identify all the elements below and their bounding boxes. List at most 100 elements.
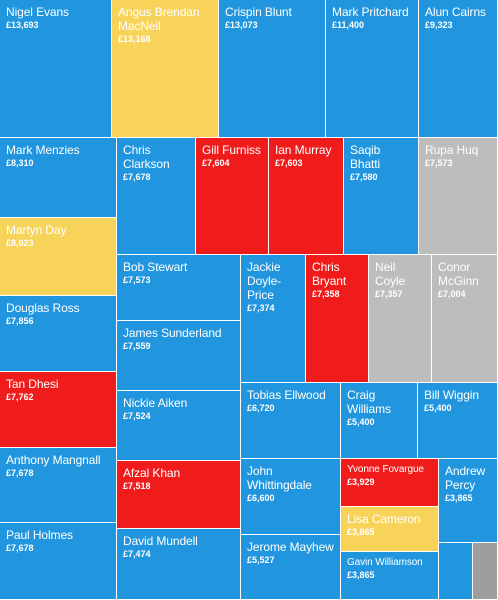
tile-name: Afzal Khan <box>123 466 181 480</box>
tile-value: £7,573 <box>425 158 453 168</box>
tile-name: Nickie Aiken <box>123 396 188 410</box>
tile-name: Mark Menzies <box>6 143 80 157</box>
tile-name: Chris Clarkson <box>123 143 170 171</box>
tile-james-sunderland: James Sunderland £7,559 <box>117 321 241 391</box>
tile-name: Craig Williams <box>347 388 391 416</box>
tile-name: Anthony Mangnall <box>6 453 101 467</box>
tile-name: Andrew Percy <box>445 464 486 492</box>
tile-conor-mcginn: Conor McGinn £7,004 <box>432 255 498 383</box>
tile-value: £9,323 <box>425 20 453 30</box>
tile-name: Ian Murray <box>275 143 332 157</box>
tile-paul-holmes: Paul Holmes £7,678 <box>0 523 117 600</box>
tile-value: £7,678 <box>123 172 151 182</box>
tile-jerome-mayhew: Jerome Mayhew £5,527 <box>241 535 341 600</box>
tile-value: £7,559 <box>123 341 151 351</box>
tile-name: Mark Pritchard <box>332 5 409 19</box>
tile-name: Martyn Day <box>6 223 67 237</box>
tile-value: £7,856 <box>6 316 34 326</box>
tile-name: David Mundell <box>123 534 198 548</box>
tile-afzal-khan: Afzal Khan £7,518 <box>117 461 241 529</box>
tile-name: Chris Bryant <box>312 260 347 288</box>
tile-crispin-blunt: Crispin Blunt £13,073 <box>219 0 326 138</box>
tile-david-mundell: David Mundell £7,474 <box>117 529 241 600</box>
tile-value: £13,168 <box>118 34 151 44</box>
tile-name: John Whittingdale <box>247 464 312 492</box>
tile-name: Alun Cairns <box>425 5 486 19</box>
tile-value: £13,693 <box>6 20 39 30</box>
tile-value: £5,400 <box>347 417 375 427</box>
tile-name: Paul Holmes <box>6 528 73 542</box>
tile-name: Jackie Doyle-Price <box>247 260 282 302</box>
tile-douglas-ross: Douglas Ross £7,856 <box>0 296 117 372</box>
tile-craig-williams: Craig Williams £5,400 <box>341 383 418 459</box>
tile-yvonne-fovargue: Yvonne Fovargue £3,929 <box>341 459 439 507</box>
tile-value: £7,374 <box>247 303 275 313</box>
tile-name: Yvonne Fovargue <box>347 464 424 475</box>
tile-name: Conor McGinn <box>438 260 479 288</box>
tile-value: £7,580 <box>350 172 378 182</box>
tile-andrew-percy: Andrew Percy £3,865 <box>439 459 498 543</box>
tile-value: £7,474 <box>123 549 151 559</box>
tile-bill-wiggin: Bill Wiggin £5,400 <box>418 383 498 459</box>
tile-anthony-mangnall: Anthony Mangnall £7,678 <box>0 448 117 523</box>
tile-value: £11,400 <box>332 20 365 30</box>
tile-name: Neil Coyle <box>375 260 406 288</box>
tile-name: Nigel Evans <box>6 5 69 19</box>
tile-tan-dhesi: Tan Dhesi £7,762 <box>0 372 117 448</box>
tile-ian-murray: Ian Murray £7,603 <box>269 138 344 255</box>
tile-value: £3,865 <box>347 527 375 537</box>
tile-value: £7,358 <box>312 289 340 299</box>
tile-value: £3,865 <box>347 570 375 580</box>
tile-value: £7,678 <box>6 468 34 478</box>
tile-value: £7,573 <box>123 275 151 285</box>
tile-unlabeled <box>439 543 473 600</box>
tile-name: Angus Brendan MacNeil <box>118 5 200 33</box>
tile-name: Tan Dhesi <box>6 377 59 391</box>
tile-name: Gill Furniss <box>202 143 261 157</box>
tile-name: James Sunderland <box>123 326 222 340</box>
tile-value: £7,604 <box>202 158 230 168</box>
tile-name: Douglas Ross <box>6 301 80 315</box>
tile-name: Saqib Bhatti <box>350 143 381 171</box>
tile-value: £7,004 <box>438 289 466 299</box>
tile-unlabeled <box>473 543 498 600</box>
tile-neil-coyle: Neil Coyle £7,357 <box>369 255 432 383</box>
tile-martyn-day: Martyn Day £8,023 <box>0 218 117 296</box>
tile-name: Jerome Mayhew <box>247 540 334 554</box>
tile-tobias-ellwood: Tobias Ellwood £6,720 <box>241 383 341 459</box>
tile-value: £3,865 <box>445 493 473 503</box>
tile-rupa-huq: Rupa Huq £7,573 <box>419 138 498 255</box>
tile-name: Bob Stewart <box>123 260 188 274</box>
tile-chris-bryant: Chris Bryant £7,358 <box>306 255 369 383</box>
tile-name: Lisa Cameron <box>347 512 421 526</box>
tile-name: Bill Wiggin <box>424 388 479 402</box>
tile-value: £7,518 <box>123 481 151 491</box>
tile-value: £7,762 <box>6 392 34 402</box>
tile-mark-pritchard: Mark Pritchard £11,400 <box>326 0 419 138</box>
tile-bob-stewart: Bob Stewart £7,573 <box>117 255 241 321</box>
tile-mark-menzies: Mark Menzies £8,310 <box>0 138 117 218</box>
tile-value: £3,929 <box>347 477 375 487</box>
tile-value: £7,603 <box>275 158 303 168</box>
tile-value: £8,023 <box>6 238 34 248</box>
tile-john-whittingdale: John Whittingdale £6,600 <box>241 459 341 535</box>
tile-name: Gavin Williamson <box>347 557 423 568</box>
tile-value: £6,600 <box>247 493 275 503</box>
tile-lisa-cameron: Lisa Cameron £3,865 <box>341 507 439 552</box>
tile-angus-brendan-macneil: Angus Brendan MacNeil £13,168 <box>112 0 219 138</box>
tile-name: Crispin Blunt <box>225 5 292 19</box>
tile-value: £7,524 <box>123 411 151 421</box>
tile-value: £7,678 <box>6 543 34 553</box>
tile-alun-cairns: Alun Cairns £9,323 <box>419 0 498 138</box>
tile-gill-furniss: Gill Furniss £7,604 <box>196 138 269 255</box>
tile-value: £13,073 <box>225 20 258 30</box>
tile-gavin-williamson: Gavin Williamson £3,865 <box>341 552 439 600</box>
tile-value: £5,527 <box>247 555 275 565</box>
tile-value: £8,310 <box>6 158 34 168</box>
tile-value: £6,720 <box>247 403 275 413</box>
tile-saqib-bhatti: Saqib Bhatti £7,580 <box>344 138 419 255</box>
tile-value: £7,357 <box>375 289 403 299</box>
tile-chris-clarkson: Chris Clarkson £7,678 <box>117 138 196 255</box>
tile-name: Rupa Huq <box>425 143 479 157</box>
